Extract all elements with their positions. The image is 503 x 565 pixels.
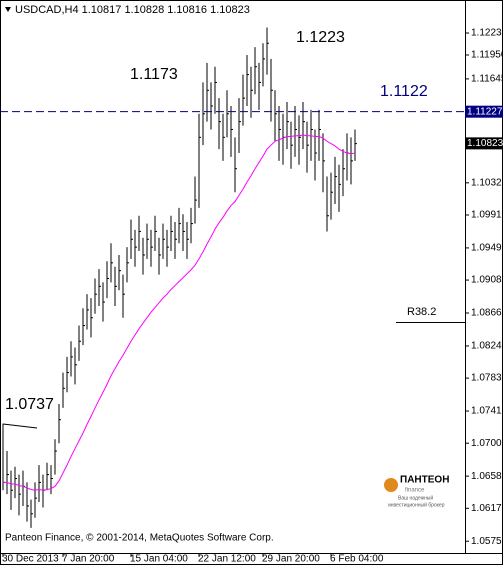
y-tick-label: 1.06580 [471, 471, 503, 482]
logo-icon [384, 478, 398, 492]
y-tick-label: 1.09910 [471, 210, 503, 221]
y-tick-label: 1.06170 [471, 503, 503, 514]
x-tick-label: 6 Feb 04:00 [330, 554, 384, 565]
price-box-label: 1.10823 [467, 138, 503, 149]
y-tick-label: 1.09080 [471, 275, 503, 286]
price-box [465, 137, 503, 150]
y-tick-label: 1.07830 [471, 373, 503, 384]
logo-slogan: инвестиционный брокер [388, 501, 445, 508]
y-tick-label: 1.11950 [471, 50, 503, 61]
logo-slogan: Ваш надежный [398, 494, 433, 501]
trend-line [2, 423, 38, 429]
x-tick-label: 7 Jan 20:00 [62, 554, 115, 565]
y-tick-label: 1.08240 [471, 341, 503, 352]
annotation: 1.0737 [5, 396, 54, 413]
price-box-label: 1.11227 [467, 106, 503, 117]
annotation: 1.1122 [380, 83, 428, 100]
y-tick-label: 1.09490 [471, 243, 503, 254]
annotation: 1.1173 [130, 66, 178, 83]
annotation: 1.1223 [296, 29, 345, 46]
y-tick-label: 1.12230 [471, 28, 503, 39]
x-tick-label: 22 Jan 12:00 [198, 554, 256, 565]
logo: ПАНТЕОН finance Ваш надежный инвестицион… [384, 475, 449, 508]
x-tick-label: 29 Jan 20:00 [262, 554, 320, 565]
x-tick-label: 30 Dec 2013 [2, 554, 59, 565]
menu-arrow [5, 7, 11, 12]
price-box [465, 105, 503, 118]
annotation: R38.2 [407, 306, 436, 318]
chart-title: USDCAD,H4 1.10817 1.10828 1.10816 1.1082… [15, 4, 250, 16]
copyright: Panteon Finance, © 2001-2014, MetaQuotes… [5, 533, 274, 544]
x-tick-label: 15 Jan 04:00 [130, 554, 188, 565]
logo-sub: finance [405, 488, 425, 494]
y-tick-label: 1.08660 [471, 308, 503, 319]
y-tick-label: 1.07410 [471, 406, 503, 417]
y-tick-label: 1.07000 [471, 438, 503, 449]
moving-average [3, 134, 356, 491]
y-tick-label: 1.11645 [471, 74, 503, 85]
y-tick-label: 1.10320 [471, 177, 503, 188]
y-tick-label: 1.05750 [471, 536, 503, 547]
logo-name: ПАНТЕОН [400, 475, 449, 486]
